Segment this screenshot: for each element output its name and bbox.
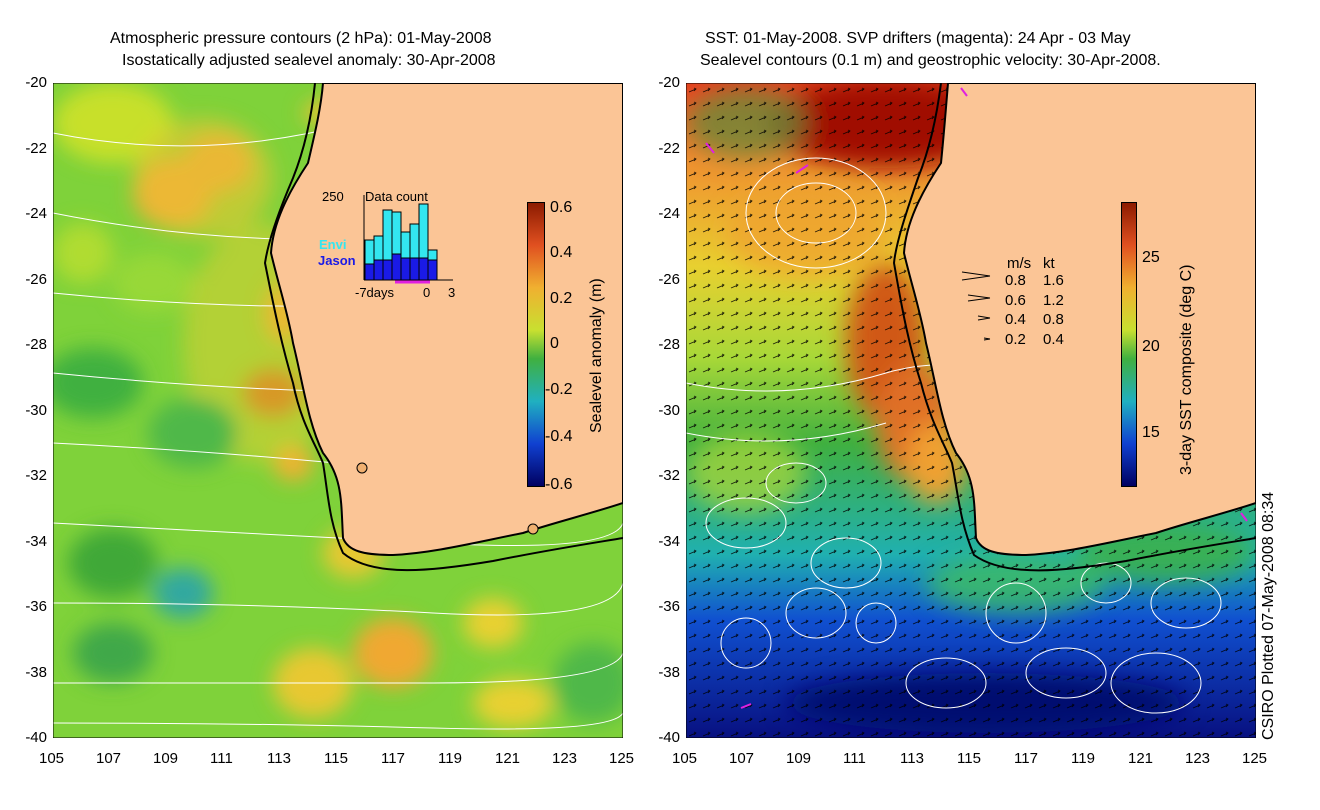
sealevel-colorbar [527,202,545,487]
sealevel-colorbar-tick: 0 [550,335,559,352]
left-y-tick: -40 [25,729,47,746]
location-marker [527,523,539,535]
sealevel-colorbar-tick: 0.4 [550,244,573,261]
inset-bar-jason [364,263,375,281]
left-x-tick: 125 [609,750,635,767]
velocity-legend-ms: 0.8 [1005,272,1026,289]
left-x-tick: 107 [96,750,122,767]
inset-bar-jason [391,253,402,281]
velocity-legend-kt: 0.4 [1043,331,1064,348]
right-map [686,83,1256,738]
left-title-line2: Isostatically adjusted sealevel anomaly:… [122,52,496,69]
right-y-tick: -34 [658,532,680,550]
left-y-tick: -20 [25,74,47,91]
sst-colorbar-tick: 15 [1142,424,1160,441]
right-title-line2: Sealevel contours (0.1 m) and geostrophi… [700,52,1161,69]
inset-bar-jason [400,257,411,281]
sst-colorbar [1121,202,1137,487]
left-x-tick: 121 [495,750,521,767]
left-y-tick: -26 [25,270,47,288]
sealevel-colorbar-tick: -0.2 [545,381,573,398]
right-y-tick: -38 [658,663,680,681]
velocity-legend-ms: 0.2 [1005,331,1026,348]
right-x-tick: 121 [1128,750,1154,767]
right-y-tick: -30 [658,401,680,419]
australia-land [902,83,1256,557]
location-marker [356,462,368,474]
inset-series-envi: Envi [319,237,347,252]
left-x-tick: 111 [210,750,233,767]
left-y-tick: -34 [25,532,47,550]
sealevel-colorbar-tick: 0.2 [550,290,573,307]
inset-bar-jason [427,259,438,281]
sst-colorbar-label: 3-day SST composite (deg C) [1178,264,1195,475]
right-x-tick: 107 [729,750,755,767]
sealevel-colorbar-tick: -0.4 [545,428,573,445]
svp-drifters [705,87,1248,709]
right-x-tick: 125 [1242,750,1268,767]
right-x-tick: 119 [1071,750,1095,767]
left-y-tick: -38 [25,663,47,681]
right-x-tick: 115 [957,750,981,767]
inset-bar-jason [418,257,429,281]
shelf-edge [892,83,1256,572]
right-x-tick: 111 [843,750,866,767]
velocity-legend-ms: 0.6 [1005,292,1026,309]
inset-xlabel-mid: 0 [423,285,431,300]
right-y-tick: -28 [658,336,680,353]
sealevel-contours [686,157,1222,714]
left-x-tick: 113 [267,750,291,767]
right-x-tick: 109 [786,750,812,767]
inset-bar-jason [382,259,393,281]
velocity-legend-kt: 1.2 [1043,292,1064,309]
velocity-legend-ms: 0.4 [1005,311,1026,328]
inset-bar-jason [373,259,384,281]
left-x-tick: 123 [552,750,578,767]
left-y-tick: -30 [25,401,47,419]
right-x-tick: 113 [900,750,924,767]
left-y-tick: -28 [25,336,47,353]
plot-credit: CSIRO Plotted 07-May-2008 08:34 [1260,491,1277,740]
sealevel-colorbar-tick: 0.6 [550,199,573,216]
inset-xlabel-left: -7days [355,285,395,300]
right-y-tick: -32 [658,467,680,484]
right-title-line1: SST: 01-May-2008. SVP drifters (magenta)… [705,30,1131,47]
velocity-legend-header-ms: m/s [1007,255,1032,272]
right-y-tick: -36 [658,598,680,615]
left-y-tick: -32 [25,467,47,484]
shelf-edge [263,83,623,572]
left-x-tick: 119 [438,750,462,767]
velocity-legend-header-kt: kt [1043,255,1055,272]
inset-top-value: 250 [322,189,344,204]
right-y-tick: -26 [658,270,680,288]
right-x-tick: 117 [1014,750,1038,767]
velocity-legend-kt: 1.6 [1043,272,1064,289]
left-y-tick: -36 [25,598,47,615]
left-x-tick: 109 [153,750,179,767]
left-y-tick: -24 [25,205,47,222]
velocity-legend-kt: 0.8 [1043,311,1064,328]
left-y-tick: -22 [25,139,47,157]
right-x-tick: 123 [1185,750,1211,767]
right-x-tick: 105 [672,750,698,767]
sealevel-colorbar-tick: -0.6 [545,476,573,493]
inset-title: Data count [365,189,428,204]
data-count-inset [363,195,453,284]
right-y-tick: -22 [658,139,680,157]
sst-colorbar-tick: 25 [1142,249,1160,266]
right-y-tick: -24 [658,205,680,222]
left-x-tick: 115 [324,750,348,767]
inset-xlabel-right: 3 [448,285,456,300]
sst-colorbar-tick: 20 [1142,338,1160,355]
inset-bar-jason [409,257,420,281]
right-y-tick: -20 [658,74,680,91]
velocity-legend-arrows [961,271,991,341]
left-title-line1: Atmospheric pressure contours (2 hPa): 0… [110,30,492,47]
sealevel-colorbar-label: Sealevel anomaly (m) [588,278,605,433]
left-x-tick: 105 [39,750,65,767]
inset-series-jason: Jason [318,253,356,268]
right-y-tick: -40 [658,729,680,746]
left-x-tick: 117 [381,750,405,767]
